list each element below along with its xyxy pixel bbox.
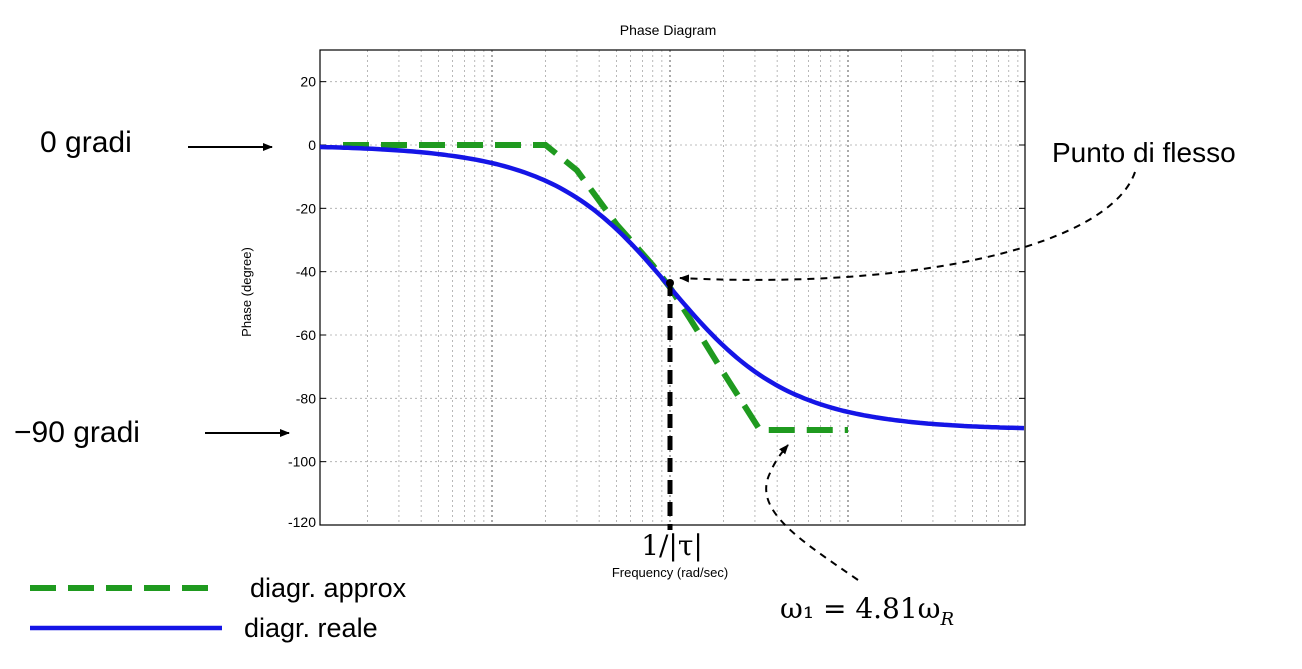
y-tick-label: -100 <box>288 454 316 470</box>
y-tick-label: -80 <box>296 390 316 406</box>
y-ticks: 20 0 -20 -40 -60 -80 -100 -120 <box>288 74 1025 530</box>
zero-degree-label: 0 gradi <box>40 126 132 159</box>
minus90-degree-label: −90 gradi <box>14 416 140 449</box>
y-tick-label: 0 <box>308 137 316 153</box>
tau-label: 1/|τ| <box>641 529 703 562</box>
legend-approx-label: diagr. approx <box>250 573 407 603</box>
y-axis-label: Phase (degree) <box>239 247 254 337</box>
y-tick-label: 20 <box>300 74 316 90</box>
inflection-label: Punto di flesso <box>1052 137 1236 168</box>
omega-arrow <box>765 444 859 581</box>
inflection-arrow <box>679 171 1136 283</box>
chart-title: Phase Diagram <box>620 22 717 38</box>
y-tick-label: -20 <box>296 200 316 216</box>
y-tick-label: -60 <box>296 327 316 343</box>
y-tick-label: -40 <box>296 264 316 280</box>
legend-real-label: diagr. reale <box>244 613 378 643</box>
x-axis-label: Frequency (rad/sec) <box>612 565 728 580</box>
series-approx-line <box>343 142 848 433</box>
grid-lines <box>320 50 1025 525</box>
y-tick-label: -120 <box>288 514 316 530</box>
inflection-point <box>666 279 674 287</box>
omega-label: ω₁ = 4.81ωR <box>780 592 954 630</box>
